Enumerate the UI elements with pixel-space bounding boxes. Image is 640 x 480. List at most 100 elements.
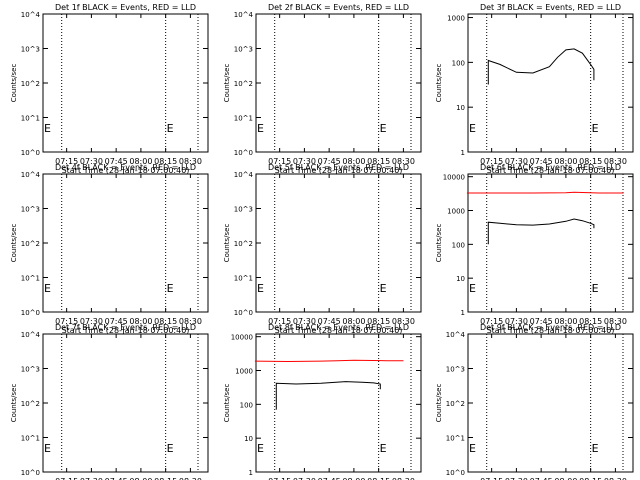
x-tick-label: 07:15 <box>268 317 291 326</box>
y-tick-label: 10^0 <box>21 309 40 317</box>
y-tick-label: 10^3 <box>234 46 253 54</box>
plot-title: Det 9f BLACK = Events, RED = LLD <box>480 323 621 332</box>
x-tick-label: 07:15 <box>55 477 78 480</box>
x-tick-label: 07:30 <box>80 477 103 480</box>
y-tick-label: 1000 <box>447 208 465 216</box>
plot-frame <box>255 13 422 153</box>
plot-frame <box>467 333 634 473</box>
marker-label: E <box>167 282 174 295</box>
y-tick-label: 10^4 <box>21 171 41 179</box>
plot-title: Det 4f BLACK = Events, RED = LLD <box>55 163 196 172</box>
y-tick-label: 1000 <box>447 15 465 23</box>
x-tick-label: 07:30 <box>293 317 316 326</box>
x-tick-label: 08:00 <box>554 317 577 326</box>
plot-title: Det 1f BLACK = Events, RED = LLD <box>55 3 196 12</box>
marker-label: E <box>380 122 387 135</box>
x-tick-label: 08:15 <box>367 317 390 326</box>
marker-label: E <box>44 442 51 455</box>
plot-title: Det 7f BLACK = Events, RED = LLD <box>55 323 196 332</box>
x-tick-label: 07:30 <box>293 477 316 480</box>
x-axis-label: Start Time (28-Jan-18 07:00:40) <box>62 326 190 335</box>
marker-label: E <box>257 122 264 135</box>
marker-label: E <box>257 282 264 295</box>
y-tick-label: 10^1 <box>446 435 465 443</box>
x-tick-label: 07:30 <box>80 157 103 166</box>
x-tick-label: 07:45 <box>530 317 553 326</box>
plot-frame <box>467 13 634 153</box>
marker-label: E <box>469 122 476 135</box>
plot-frame <box>255 173 422 313</box>
x-tick-label: 08:15 <box>154 317 177 326</box>
x-tick-label: 07:45 <box>105 157 128 166</box>
plot-panel-7: Det 7f BLACK = Events, RED = LLDEE07:150… <box>10 323 209 480</box>
marker-label: E <box>592 282 599 295</box>
y-tick-label: 10^2 <box>21 400 40 408</box>
y-tick-label: 1 <box>461 309 465 317</box>
events-series-line <box>275 381 381 410</box>
plot-title: Det 8f BLACK = Events, RED = LLD <box>268 323 409 332</box>
x-tick-label: 08:30 <box>604 477 627 480</box>
x-tick-label: 07:15 <box>55 317 78 326</box>
marker-label: E <box>592 442 599 455</box>
marker-label: E <box>257 442 264 455</box>
y-tick-label: 10^3 <box>446 366 465 374</box>
x-tick-label: 08:15 <box>579 317 602 326</box>
y-tick-label: 10^1 <box>21 435 40 443</box>
plot-title: Det 6f BLACK = Events, RED = LLD <box>480 163 621 172</box>
plot-frame <box>42 13 209 153</box>
x-tick-label: 07:30 <box>80 317 103 326</box>
y-tick-label: 1 <box>461 149 465 157</box>
y-axis-label: Counts/sec <box>10 64 18 103</box>
y-tick-label: 10^1 <box>234 115 253 123</box>
y-tick-label: 100 <box>452 241 465 249</box>
y-tick-label: 10 <box>244 435 253 443</box>
x-tick-label: 08:30 <box>392 317 415 326</box>
x-tick-label: 08:00 <box>554 157 577 166</box>
x-axis-label: Start Time (28-Jan-18 07:00:40) <box>275 166 403 175</box>
marker-label: E <box>469 442 476 455</box>
y-tick-label: 10^4 <box>234 11 254 19</box>
y-tick-label: 10^0 <box>21 149 40 157</box>
x-tick-label: 08:15 <box>367 477 390 480</box>
y-tick-label: 10^0 <box>446 469 465 477</box>
y-tick-label: 10^1 <box>21 275 40 283</box>
x-tick-label: 07:45 <box>318 157 341 166</box>
x-tick-label: 08:30 <box>604 317 627 326</box>
y-tick-label: 10 <box>456 104 465 112</box>
y-tick-label: 10^4 <box>21 11 41 19</box>
x-tick-label: 07:45 <box>105 477 128 480</box>
x-tick-label: 07:30 <box>505 317 528 326</box>
plot-panel-9: Det 9f BLACK = Events, RED = LLDEE07:150… <box>435 323 634 480</box>
x-tick-label: 07:15 <box>480 157 503 166</box>
y-tick-label: 10^3 <box>234 206 253 214</box>
y-axis-label: Counts/sec <box>435 64 443 103</box>
marker-label: E <box>380 442 387 455</box>
y-tick-label: 100 <box>452 59 465 67</box>
x-tick-label: 07:45 <box>318 477 341 480</box>
marker-label: E <box>592 122 599 135</box>
y-tick-label: 10^4 <box>21 331 41 339</box>
y-tick-label: 10^0 <box>234 149 253 157</box>
marker-label: E <box>167 442 174 455</box>
y-axis-label: Counts/sec <box>435 224 443 263</box>
lld-series-line <box>466 191 624 194</box>
y-axis-label: Counts/sec <box>223 64 231 103</box>
x-tick-label: 08:30 <box>392 157 415 166</box>
x-tick-label: 08:00 <box>129 317 152 326</box>
x-tick-label: 08:30 <box>179 477 202 480</box>
y-tick-label: 10^3 <box>21 46 40 54</box>
plot-title: Det 5f BLACK = Events, RED = LLD <box>268 163 409 172</box>
marker-label: E <box>380 282 387 295</box>
x-tick-label: 08:00 <box>129 477 152 480</box>
y-axis-label: Counts/sec <box>10 224 18 263</box>
x-tick-label: 08:30 <box>604 157 627 166</box>
y-tick-label: 10^2 <box>21 80 40 88</box>
y-tick-label: 10^3 <box>21 366 40 374</box>
x-tick-label: 08:30 <box>179 317 202 326</box>
x-tick-label: 07:15 <box>268 157 291 166</box>
